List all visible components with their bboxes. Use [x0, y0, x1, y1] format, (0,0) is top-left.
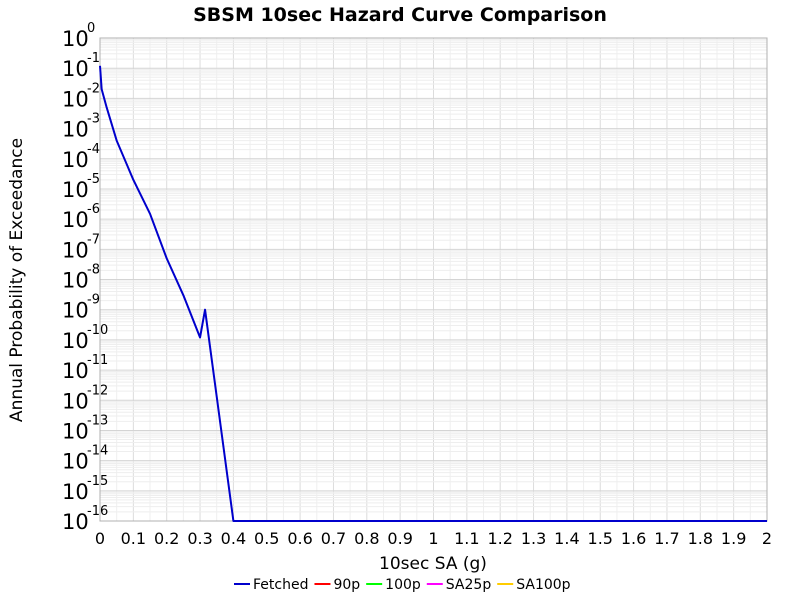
x-tick-label: 1.7 [654, 529, 679, 548]
series-line-fetched [99, 65, 767, 522]
y-tick-label: 10-5 [62, 172, 100, 202]
y-tick-label: 10-1 [62, 51, 100, 81]
x-tick-label: 1.2 [487, 529, 512, 548]
x-tick-label: 1.5 [588, 529, 613, 548]
y-tick-label: 10-8 [62, 263, 100, 293]
x-tick-label: 0.6 [287, 529, 312, 548]
series-layer [99, 65, 767, 522]
x-tick-label: 0.9 [387, 529, 412, 548]
y-tick-base: 10 [62, 389, 89, 413]
y-tick-label: 10-12 [62, 383, 108, 413]
x-tick-label: 0.7 [321, 529, 346, 548]
legend-label: SA100p [516, 577, 570, 593]
x-tick-label: 1.8 [688, 529, 713, 548]
y-tick-exponent: -4 [87, 142, 100, 157]
y-tick-label: 10-14 [62, 444, 108, 474]
y-tick-base: 10 [62, 480, 89, 504]
y-tick-base: 10 [62, 299, 89, 323]
y-tick-base: 10 [62, 419, 89, 443]
y-tick-label: 10-6 [62, 202, 100, 232]
y-tick-exponent: -9 [87, 293, 100, 308]
legend-item-sa25p: SA25p [426, 577, 492, 593]
x-tick-label: 2 [762, 529, 772, 548]
y-tick-base: 10 [62, 118, 89, 142]
y-tick-label: 10-11 [62, 353, 108, 383]
x-axis-label: 10sec SA (g) [379, 554, 487, 574]
y-tick-exponent: -12 [87, 383, 108, 398]
legend-label: Fetched [253, 577, 308, 593]
x-tick-labels: 0 0.1 0.2 0.3 0.4 0.5 0.6 0.7 0.8 0.9 1 1.1 1.2 1.3 1.… [95, 529, 772, 548]
y-tick-label: 10-15 [62, 474, 108, 504]
legend-label: 100p [385, 577, 421, 593]
legend-item-fetched: Fetched [234, 577, 308, 593]
y-tick-exponent: -11 [87, 353, 108, 368]
legend-item-90p: 90p [314, 577, 360, 593]
x-tick-label: 0 [95, 529, 105, 548]
legend-item-sa100p: SA100p [497, 577, 571, 593]
y-tick-exponent: -10 [87, 323, 108, 338]
y-tick-exponent: -5 [87, 172, 100, 187]
y-tick-base: 10 [62, 27, 89, 51]
y-tick-base: 10 [62, 269, 89, 293]
y-tick-label: 10-3 [62, 112, 100, 142]
y-tick-label: 10-10 [62, 323, 108, 353]
y-tick-label: 10-4 [62, 142, 100, 172]
y-tick-exponent: -16 [87, 504, 108, 519]
y-tick-base: 10 [62, 208, 89, 232]
y-tick-label: 10-13 [62, 413, 108, 443]
x-tick-label: 0.1 [121, 529, 146, 548]
y-tick-exponent: -7 [87, 232, 100, 247]
y-tick-base: 10 [62, 329, 89, 353]
y-tick-exponent: -2 [87, 81, 100, 96]
y-tick-exponent: -1 [87, 51, 100, 66]
x-tick-label: 1 [428, 529, 438, 548]
y-tick-base: 10 [62, 148, 89, 172]
x-tick-label: 1.1 [454, 529, 479, 548]
x-tick-label: 1.4 [554, 529, 579, 548]
x-tick-label: 1.6 [621, 529, 646, 548]
y-tick-exponent: -13 [87, 413, 108, 428]
legend-item-100p: 100p [366, 577, 421, 593]
x-tick-label: 1.3 [521, 529, 546, 548]
y-tick-exponent: -14 [87, 444, 108, 459]
x-tick-label: 0.4 [221, 529, 246, 548]
legend-label: SA25p [446, 577, 492, 593]
x-tick-label: 1.9 [721, 529, 746, 548]
y-tick-labels: 10010-110-210-310-410-510-610-710-810-91… [62, 21, 108, 534]
x-tick-label: 0.3 [187, 529, 212, 548]
x-tick-label: 0.8 [354, 529, 379, 548]
y-tick-base: 10 [62, 178, 89, 202]
chart-title: SBSM 10sec Hazard Curve Comparison [193, 4, 607, 26]
y-tick-label: 10-9 [62, 293, 100, 323]
y-tick-exponent: -15 [87, 474, 108, 489]
x-tick-label: 0.2 [154, 529, 179, 548]
y-tick-base: 10 [62, 510, 89, 534]
x-tick-label: 0.5 [254, 529, 279, 548]
y-tick-label: 10-16 [62, 504, 108, 534]
y-tick-exponent: 0 [87, 21, 95, 36]
y-tick-label: 100 [62, 21, 95, 51]
y-tick-label: 10-7 [62, 232, 100, 262]
y-tick-exponent: -3 [87, 112, 100, 127]
y-tick-base: 10 [62, 450, 89, 474]
y-tick-base: 10 [62, 87, 89, 111]
y-tick-base: 10 [62, 57, 89, 81]
y-tick-base: 10 [62, 359, 89, 383]
y-tick-base: 10 [62, 238, 89, 262]
legend-label: 90p [333, 577, 360, 593]
legend: Fetched 90p 100p SA25p SA100p [234, 577, 571, 593]
y-axis-label: Annual Probability of Exceedance [7, 138, 27, 422]
grid-lines [99, 37, 768, 522]
y-tick-exponent: -8 [87, 263, 100, 278]
y-tick-exponent: -6 [87, 202, 100, 217]
y-tick-label: 10-2 [62, 81, 100, 111]
